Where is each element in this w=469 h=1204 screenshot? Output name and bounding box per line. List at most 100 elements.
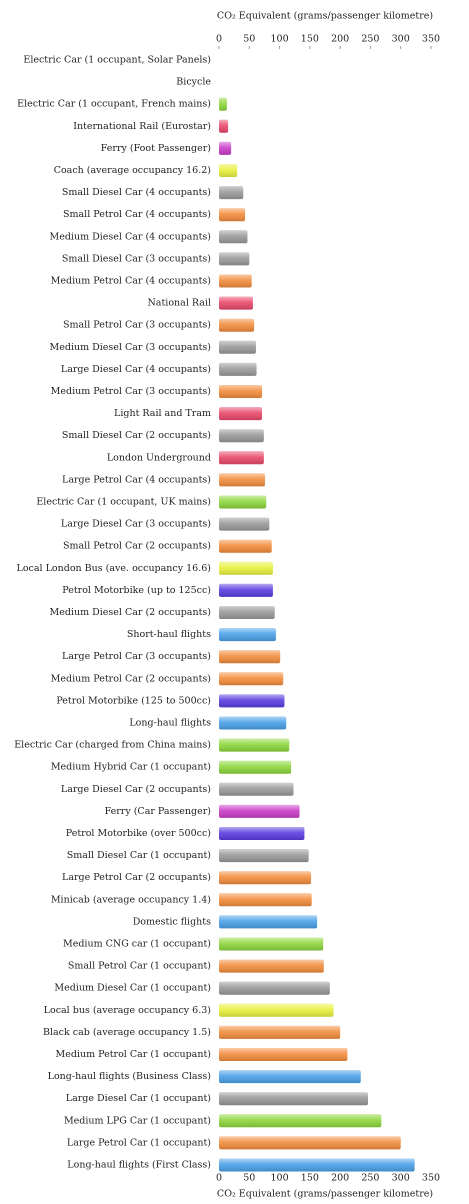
category-label: Electric Car (charged from China mains) <box>14 740 211 751</box>
bar-shine <box>219 893 312 907</box>
category-label: Large Petrol Car (3 occupants) <box>62 651 211 662</box>
category-label: Ferry (Car Passenger) <box>105 806 211 817</box>
category-label: Petrol Motorbike (up to 125cc) <box>62 585 211 596</box>
category-label: Bicycle <box>176 77 211 88</box>
category-label: Large Diesel Car (1 occupant) <box>66 1093 211 1104</box>
axis-title-bottom: CO₂ Equivalent (grams/passenger kilometr… <box>217 1189 433 1200</box>
x-tick-label-top: 0 <box>216 34 222 45</box>
bar-shine <box>219 362 257 376</box>
axis-title-top: CO₂ Equivalent (grams/passenger kilometr… <box>217 11 433 22</box>
category-label: Petrol Motorbike (over 500cc) <box>66 828 211 839</box>
x-tick-label-bottom: 200 <box>331 1173 349 1184</box>
bar-shine <box>219 738 290 752</box>
category-label: Electric Car (1 occupant, Solar Panels) <box>23 55 211 66</box>
bar-shine <box>219 583 273 597</box>
category-label: Medium Petrol Car (1 occupant) <box>56 1049 211 1060</box>
bar-shine <box>219 782 294 796</box>
x-tick-label-bottom: 150 <box>301 1173 319 1184</box>
bar-shine <box>219 1070 361 1084</box>
bar-shine <box>219 495 267 509</box>
bar-shine <box>219 340 256 354</box>
bar-shine <box>219 760 292 774</box>
bar-shine <box>219 407 263 421</box>
category-label: Local London Bus (ave. occupancy 16.6) <box>17 563 211 574</box>
bar-shine <box>219 274 252 288</box>
category-label: Medium Diesel Car (4 occupants) <box>50 231 211 242</box>
category-label: Black cab (average occupancy 1.5) <box>43 1027 211 1038</box>
category-label: Petrol Motorbike (125 to 500cc) <box>56 695 211 706</box>
category-label: Small Petrol Car (4 occupants) <box>63 209 211 220</box>
bar-shine <box>219 871 312 885</box>
category-label: Large Diesel Car (2 occupants) <box>61 784 211 795</box>
category-label: Domestic flights <box>133 916 211 927</box>
bar-shine <box>219 628 276 642</box>
category-label: Electric Car (1 occupant, UK mains) <box>36 497 211 508</box>
bar-shine <box>219 97 227 111</box>
bar-shine <box>219 1114 382 1128</box>
category-label: Medium Diesel Car (3 occupants) <box>50 342 211 353</box>
bar-shine <box>219 915 318 929</box>
category-label: Large Petrol Car (2 occupants) <box>62 872 211 883</box>
category-label: Medium Hybrid Car (1 occupant) <box>51 762 211 773</box>
category-label: London Underground <box>107 452 211 463</box>
bar-shine <box>219 473 266 487</box>
category-label: Medium LPG Car (1 occupant) <box>64 1115 211 1126</box>
x-tick-label-top: 50 <box>243 34 255 45</box>
category-label: Long-haul flights (First Class) <box>67 1160 211 1171</box>
bar-shine <box>219 539 272 553</box>
bar-shine <box>219 981 330 995</box>
category-label: Long-haul flights (Business Class) <box>48 1071 211 1082</box>
x-tick-label-top: 250 <box>361 34 379 45</box>
category-label: Ferry (Foot Passenger) <box>101 143 211 154</box>
category-label: Light Rail and Tram <box>114 408 211 419</box>
category-label: Small Petrol Car (2 occupants) <box>63 541 211 552</box>
bar-shine <box>219 164 238 177</box>
category-label: Short-haul flights <box>127 629 211 640</box>
bar-shine <box>219 186 244 200</box>
bar-shine <box>219 672 284 686</box>
x-tick-label-bottom: 300 <box>392 1173 410 1184</box>
bar-shine <box>219 1092 369 1106</box>
bar-shine <box>219 429 264 443</box>
category-label: Long-haul flights <box>129 718 211 729</box>
x-tick-label-top: 200 <box>331 34 349 45</box>
category-label: Large Petrol Car (1 occupant) <box>67 1137 211 1148</box>
bar-shine <box>219 119 229 133</box>
category-label: International Rail (Eurostar) <box>73 121 211 132</box>
bar-shine <box>219 318 255 332</box>
category-label: Coach (average occupancy 16.2) <box>54 165 211 176</box>
category-label: Medium Diesel Car (1 occupant) <box>54 983 211 994</box>
category-label: Medium Diesel Car (2 occupants) <box>50 607 211 618</box>
category-label: Medium Petrol Car (4 occupants) <box>51 276 211 287</box>
bar-shine <box>219 650 281 664</box>
category-label: Small Diesel Car (2 occupants) <box>62 430 211 441</box>
bar-shine <box>219 804 300 818</box>
bar-shine <box>219 694 285 708</box>
x-tick-label-bottom: 350 <box>422 1173 440 1184</box>
bar-shine <box>219 959 324 973</box>
category-label: Small Diesel Car (1 occupant) <box>67 850 211 861</box>
category-label: National Rail <box>147 298 211 309</box>
bar-shine <box>219 517 270 531</box>
bar-shine <box>219 1003 334 1017</box>
category-label: Large Petrol Car (4 occupants) <box>62 474 211 485</box>
bar-shine <box>219 252 250 266</box>
category-label: Small Petrol Car (1 occupant) <box>68 961 211 972</box>
category-label: Minicab (average occupancy 1.4) <box>51 894 211 905</box>
x-tick-label-bottom: 0 <box>216 1173 222 1184</box>
category-label: Small Petrol Car (3 occupants) <box>63 320 211 331</box>
x-tick-label-top: 350 <box>422 34 440 45</box>
category-label: Medium Petrol Car (3 occupants) <box>51 386 211 397</box>
category-label: Medium Petrol Car (2 occupants) <box>51 673 211 684</box>
category-label: Large Diesel Car (3 occupants) <box>61 519 211 530</box>
x-tick-label-top: 100 <box>271 34 289 45</box>
bar-shine <box>219 849 309 863</box>
bar-shine <box>219 827 305 840</box>
x-tick-label-bottom: 100 <box>271 1173 289 1184</box>
bar-shine <box>219 1025 341 1039</box>
bar-shine <box>219 1158 415 1172</box>
bar-shine <box>219 937 324 951</box>
category-label: Electric Car (1 occupant, French mains) <box>17 99 211 110</box>
bar-shine <box>219 141 232 155</box>
